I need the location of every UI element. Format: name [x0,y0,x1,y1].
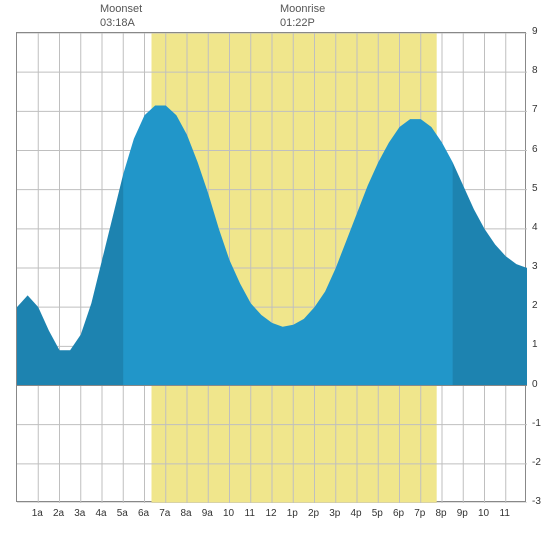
chart-plot-area [16,32,526,502]
x-tick-label: 3p [329,508,340,519]
x-tick-label: 6p [393,508,404,519]
x-tick-label: 2a [53,508,64,519]
moonrise-label: Moonrise 01:22P [280,2,325,31]
x-tick-label: 7a [159,508,170,519]
x-tick-label: 10 [223,508,234,519]
y-tick-label: 2 [532,300,538,311]
x-tick-label: 4p [350,508,361,519]
x-tick-label: 5p [372,508,383,519]
x-tick-label: 3a [74,508,85,519]
y-tick-label: 3 [532,261,538,272]
y-tick-label: 6 [532,144,538,155]
x-tick-label: 2p [308,508,319,519]
y-tick-label: -3 [532,496,541,507]
x-tick-label: 1a [32,508,43,519]
y-tick-label: 7 [532,104,538,115]
y-tick-label: 4 [532,222,538,233]
x-tick-label: 7p [414,508,425,519]
x-tick-label: 9p [457,508,468,519]
y-tick-label: -1 [532,418,541,429]
y-tick-label: 8 [532,65,538,76]
x-tick-label: 9a [202,508,213,519]
moonset-label: Moonset 03:18A [100,2,142,31]
moonset-title: Moonset [100,2,142,16]
x-tick-label: 12 [265,508,276,519]
y-tick-label: 9 [532,26,538,37]
x-tick-label: 11 [500,508,510,519]
x-tick-label: 5a [117,508,128,519]
moonrise-title: Moonrise [280,2,325,16]
x-tick-label: 6a [138,508,149,519]
x-tick-label: 8p [435,508,446,519]
moonset-time: 03:18A [100,16,142,30]
x-tick-label: 10 [478,508,489,519]
y-tick-label: 5 [532,183,538,194]
chart-svg [17,33,527,503]
y-tick-label: 1 [532,339,538,350]
x-tick-label: 8a [180,508,191,519]
tide-moon-chart: Moonset 03:18A Moonrise 01:22P -3-2-1012… [0,0,550,550]
moonrise-time: 01:22P [280,16,325,30]
y-tick-label: -2 [532,457,541,468]
y-tick-label: 0 [532,379,538,390]
x-tick-label: 11 [245,508,255,519]
x-tick-label: 1p [287,508,298,519]
x-tick-label: 4a [95,508,106,519]
